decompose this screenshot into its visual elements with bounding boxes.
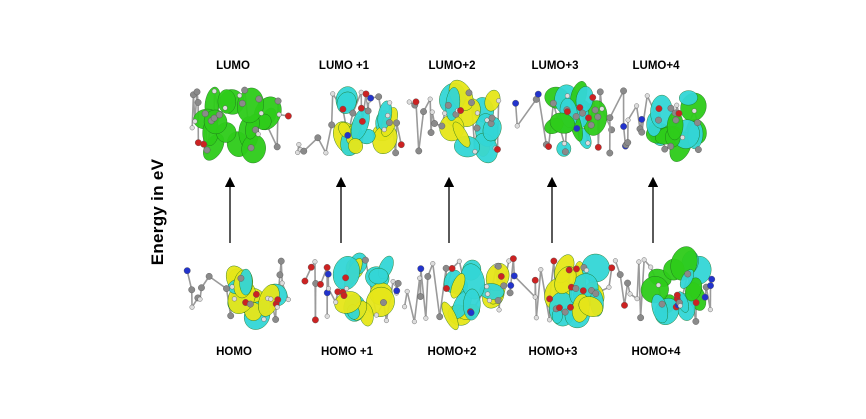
label-lumo-plus-4: LUMO+4 bbox=[632, 60, 680, 72]
orbital-isosurface bbox=[612, 246, 716, 325]
label-lumo-plus-1: LUMO +1 bbox=[318, 60, 370, 72]
label-homo-plus-2: HOMO+2 bbox=[427, 346, 477, 358]
label-homo-plus-4: HOMO+4 bbox=[631, 346, 681, 358]
orbital-isosurface bbox=[183, 257, 291, 330]
label-lumo-plus-3: LUMO+3 bbox=[531, 60, 579, 72]
orbital-isosurface bbox=[301, 252, 402, 327]
orbital-isosurface bbox=[406, 79, 502, 164]
label-lumo: LUMO bbox=[216, 60, 250, 72]
orbital-isosurface bbox=[512, 81, 616, 157]
orbital-isosurface bbox=[189, 86, 292, 164]
orbital-isosurface bbox=[402, 258, 512, 331]
label-homo: HOMO bbox=[216, 346, 252, 358]
orbital-isosurface bbox=[606, 87, 707, 162]
orbital-isosurface bbox=[295, 86, 405, 157]
orbital-isosurface bbox=[506, 253, 616, 329]
label-homo-plus-3: HOMO+3 bbox=[528, 346, 578, 358]
label-lumo-plus-2: LUMO+2 bbox=[428, 60, 476, 72]
label-homo-plus-1: HOMO +1 bbox=[320, 346, 374, 358]
